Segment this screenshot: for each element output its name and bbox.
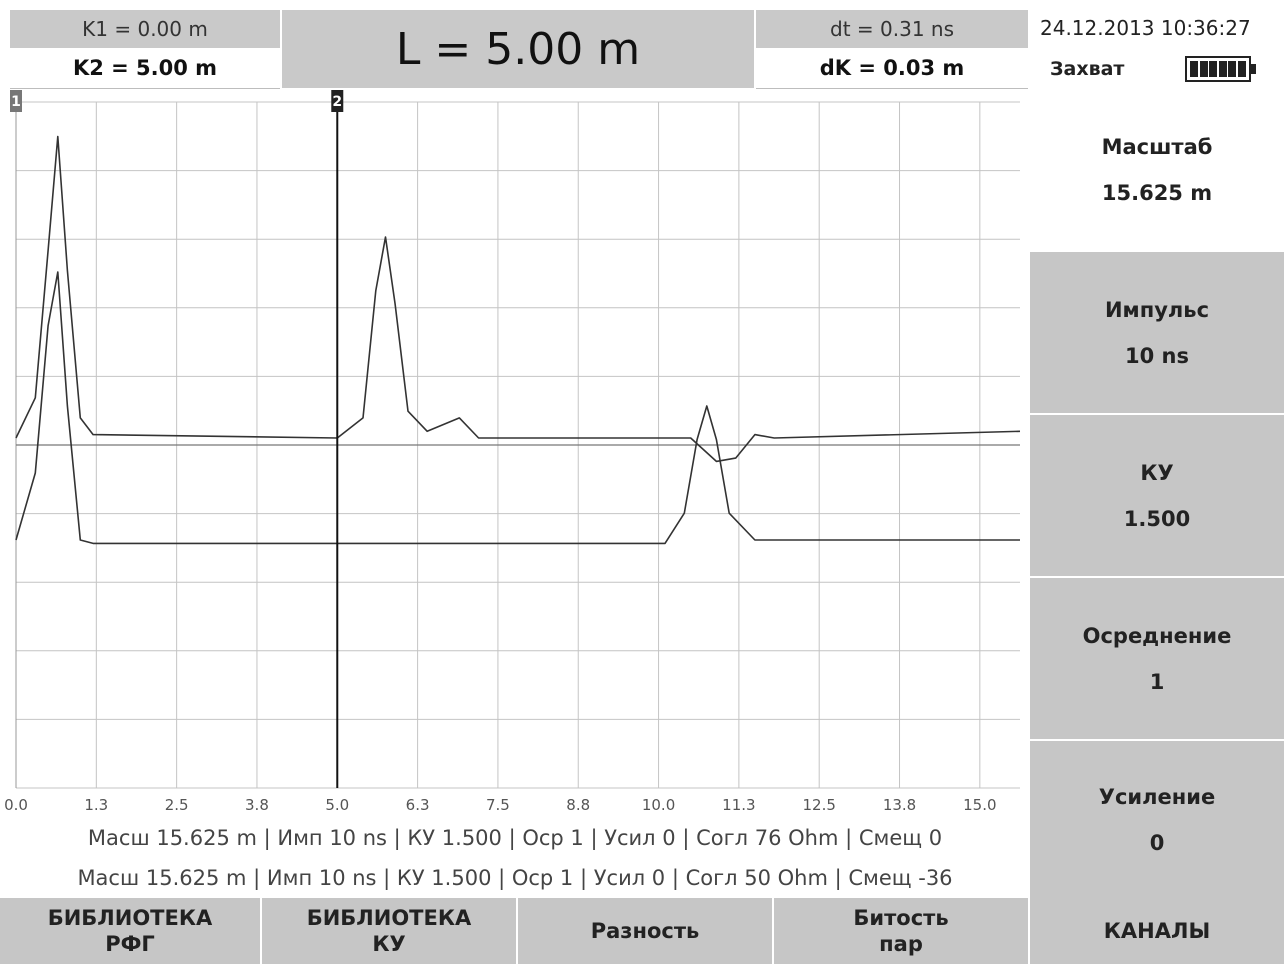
- sidebar-item-velocity-factor[interactable]: КУ 1.500: [1030, 413, 1284, 576]
- x-tick-label: 12.5: [802, 796, 835, 814]
- cursor-delta-readout: dK = 0.03 m: [756, 48, 1028, 89]
- x-tick-label: 2.5: [165, 796, 189, 814]
- plot-svg[interactable]: 0.0 1.3 2.5 3.8 5.0 6.3 7.5 8.8 10.0 11.3 12.5 13.8…: [0, 90, 1030, 898]
- battery-cell: [1218, 61, 1227, 77]
- sidebar-item-value: 1.500: [1123, 506, 1191, 531]
- length-readout: L = 5.00 m: [282, 10, 754, 88]
- x-tick-label: 13.8: [883, 796, 916, 814]
- sidebar-item-scale[interactable]: Масштаб 15.625 m: [1030, 90, 1284, 250]
- x-tick-label: 5.0: [325, 796, 349, 814]
- cursor-2-marker: [331, 90, 344, 112]
- status-line-2: Масш 15.625 m | Имп 10 ns | КУ 1.500 | О…: [77, 866, 953, 890]
- channels-button[interactable]: КАНАЛЫ: [1030, 898, 1284, 964]
- sidebar-item-label: Импульс: [1104, 297, 1210, 322]
- x-tick-label: 8.8: [566, 796, 590, 814]
- x-tick-label: 3.8: [245, 796, 269, 814]
- x-tick-label: 7.5: [486, 796, 510, 814]
- sidebar: Масштаб 15.625 m Импульс 10 ns КУ 1.500 …: [1030, 90, 1284, 898]
- sidebar-item-label: Масштаб: [1101, 135, 1213, 159]
- x-tick-label: 10.0: [642, 796, 675, 814]
- cursor1-position: K1 = 0.00 m: [10, 10, 280, 48]
- x-tick-label: 11.3: [722, 796, 755, 814]
- sidebar-item-label: Усиление: [1098, 784, 1216, 809]
- battery-cell: [1190, 61, 1198, 77]
- reflectogram-plot[interactable]: 0.0 1.3 2.5 3.8 5.0 6.3 7.5 8.8 10.0 11.3 12.5 13.8…: [0, 90, 1030, 898]
- battery-cell: [1209, 61, 1217, 77]
- sidebar-item-value: 10 ns: [1125, 343, 1189, 368]
- function-bar: БИБЛИОТЕКА РФГ БИБЛИОТЕКА КУ Разность Би…: [0, 898, 1284, 964]
- x-tick-label: 6.3: [406, 796, 430, 814]
- sidebar-item-averaging[interactable]: Осреднение 1: [1030, 576, 1284, 739]
- datetime: 24.12.2013 10:36:27: [1040, 16, 1251, 40]
- sidebar-item-label: Осреднение: [1082, 623, 1232, 648]
- x-tick-label: 15.0: [963, 796, 996, 814]
- cursor-1-marker: [10, 90, 22, 112]
- sidebar-item-value: 15.625 m: [1101, 181, 1213, 205]
- battery-cell: [1228, 61, 1236, 77]
- time-delta-readout: dt = 0.31 ns: [756, 10, 1028, 48]
- trace-2: [15, 271, 1020, 545]
- capture-mode: Захват: [1050, 58, 1125, 80]
- sidebar-item-pulse[interactable]: Импульс 10 ns: [1030, 250, 1284, 413]
- x-tick-label: 0.0: [4, 796, 28, 814]
- library-ku-button[interactable]: БИБЛИОТЕКА КУ: [262, 898, 518, 964]
- x-tick-label: 1.3: [84, 796, 108, 814]
- cursor-2-label: 2: [332, 94, 342, 110]
- library-rfg-button[interactable]: БИБЛИОТЕКА РФГ: [0, 898, 262, 964]
- sidebar-item-gain[interactable]: Усиление 0: [1030, 739, 1284, 898]
- status-line-1: Масш 15.625 m | Имп 10 ns | КУ 1.500 | О…: [87, 826, 943, 850]
- trace-1: [15, 135, 1021, 463]
- battery-icon: [1185, 56, 1256, 82]
- pair-split-button[interactable]: Битость пар: [774, 898, 1030, 964]
- sidebar-item-value: 1: [1149, 669, 1165, 694]
- sidebar-item-label: КУ: [1140, 460, 1174, 485]
- battery-cell: [1237, 61, 1246, 77]
- cursor2-position: K2 = 5.00 m: [10, 48, 280, 89]
- difference-button[interactable]: Разность: [518, 898, 774, 964]
- cursor-1-label: 1: [11, 94, 21, 110]
- sidebar-item-value: 0: [1149, 830, 1165, 855]
- battery-cell: [1199, 61, 1208, 77]
- header-bar: K1 = 0.00 m K2 = 5.00 m L = 5.00 m dt = …: [0, 0, 1284, 90]
